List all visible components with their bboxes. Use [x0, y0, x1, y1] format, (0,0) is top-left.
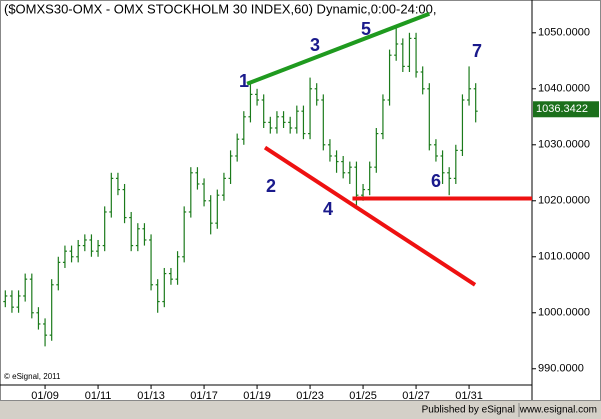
last-price-box	[533, 101, 599, 118]
y-tick-label: 1050.0000	[538, 27, 590, 39]
x-tick-label: 01/17	[190, 390, 218, 402]
last-price-label: 1036.3422	[536, 103, 588, 115]
footer-bar	[0, 401, 601, 419]
trendline	[263, 145, 477, 287]
wave-label: 4	[323, 199, 333, 219]
y-tick-label: 1020.0000	[538, 195, 590, 207]
x-tick-label: 01/23	[296, 390, 324, 402]
y-tick-label: 1040.0000	[538, 83, 590, 95]
wave-label: 5	[361, 19, 371, 39]
x-tick-label: 01/27	[402, 390, 430, 402]
wave-label: 6	[431, 171, 441, 191]
x-tick-label: 01/11	[85, 390, 112, 402]
x-tick-label: 01/19	[243, 390, 271, 402]
x-tick-label: 01/09	[31, 390, 59, 402]
wave-label: 7	[472, 41, 482, 61]
copyright: © eSignal, 2011	[4, 372, 61, 381]
footer-site: www.esignal.com	[519, 405, 597, 416]
x-tick-label: 01/25	[349, 390, 377, 402]
wave-label: 2	[266, 176, 276, 196]
wave-label: 1	[239, 71, 249, 91]
x-tick-label: 01/31	[455, 390, 483, 402]
y-tick-label: 1000.0000	[538, 307, 590, 319]
x-tick-label: 01/13	[137, 390, 165, 402]
chart-title: ($OMXS30-OMX - OMX STOCKHOLM 30 INDEX,60…	[4, 1, 437, 16]
y-tick-label: 1010.0000	[538, 251, 590, 263]
footer-published: Published by eSignal	[422, 405, 515, 416]
y-tick-label: 990.0000	[538, 363, 584, 375]
y-tick-label: 1030.0000	[538, 139, 590, 151]
wave-label: 3	[310, 35, 320, 55]
trendline	[246, 11, 431, 86]
